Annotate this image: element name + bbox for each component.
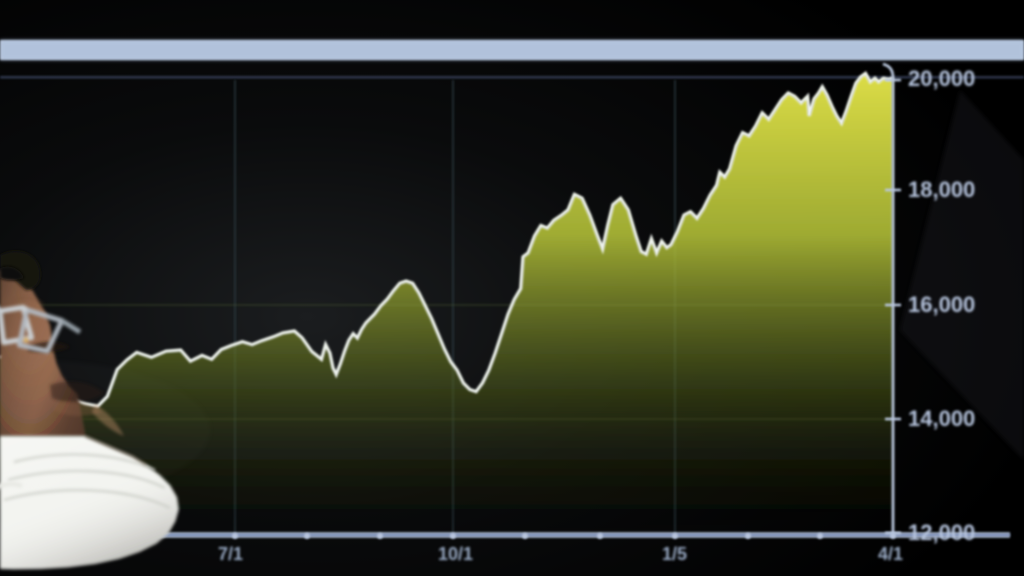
svg-text:1/5: 1/5 bbox=[662, 544, 687, 564]
svg-text:14,000: 14,000 bbox=[908, 406, 975, 431]
svg-text:16,000: 16,000 bbox=[908, 292, 975, 317]
svg-text:12,000: 12,000 bbox=[908, 520, 975, 545]
svg-text:4/1: 4/1 bbox=[878, 544, 903, 564]
svg-text:10/1: 10/1 bbox=[438, 544, 473, 564]
svg-text:7/1: 7/1 bbox=[218, 544, 243, 564]
svg-text:20,000: 20,000 bbox=[908, 66, 975, 91]
svg-text:18,000: 18,000 bbox=[908, 177, 975, 202]
